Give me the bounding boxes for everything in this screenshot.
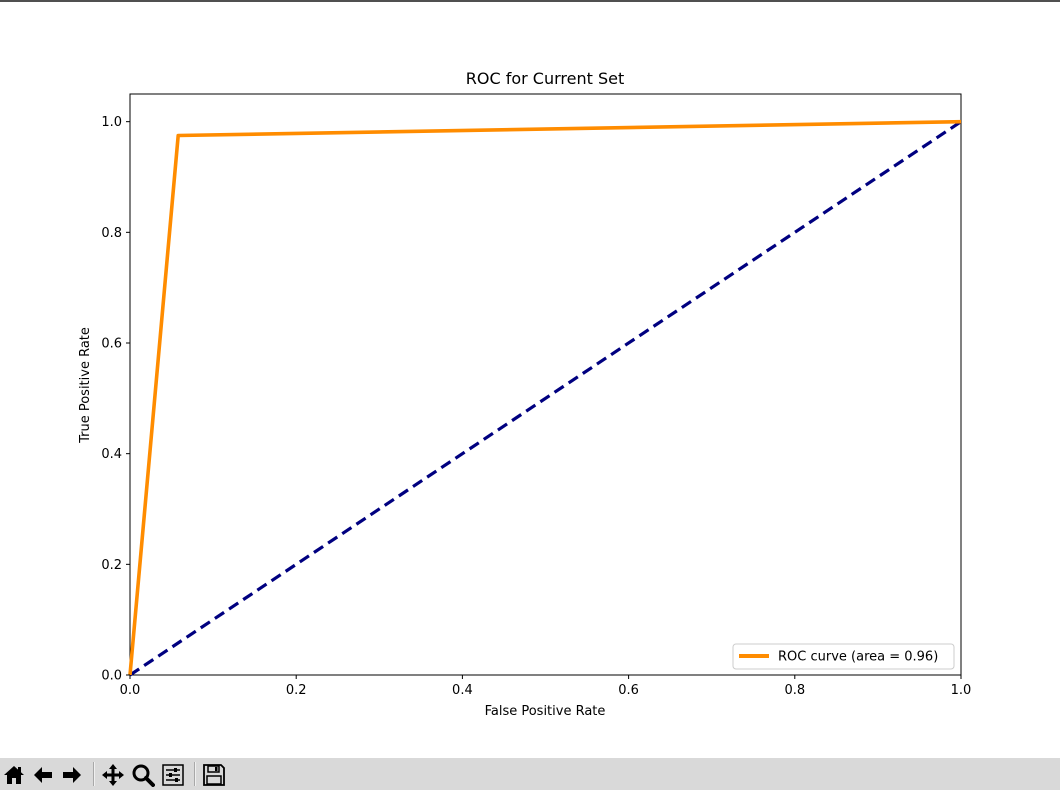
home-button[interactable] — [1, 762, 27, 788]
x-axis-label: False Positive Rate — [485, 704, 606, 719]
toolbar-separator — [194, 762, 196, 786]
chart-title: ROC for Current Set — [466, 69, 625, 88]
legend-frame — [732, 643, 955, 670]
save-button[interactable] — [201, 762, 227, 788]
y-axis-label: True Positive Rate — [78, 327, 93, 444]
navigation-toolbar — [0, 758, 1060, 790]
zoom-button[interactable] — [130, 762, 156, 788]
forward-button[interactable] — [59, 762, 85, 788]
roc-chart: ROC for Current Set 0.0 0.2 0.4 0.6 0.8 1.0 0… — [78, 69, 972, 719]
x-tick-label: 0.2 — [286, 683, 307, 698]
legend-label-roc: ROC curve (area = 0.96) — [778, 650, 938, 665]
y-tick-label: 0.6 — [101, 337, 122, 352]
pan-icon — [102, 764, 124, 786]
toolbar-separator — [93, 762, 95, 786]
configure-subplots-icon — [162, 764, 184, 786]
legend: ROC curve (area = 0.96) — [732, 643, 955, 670]
zoom-icon — [132, 764, 155, 787]
roc-curve-line — [128, 119, 962, 676]
x-tick-label: 0.6 — [618, 683, 639, 698]
x-axis-ticks: 0.0 0.2 0.4 0.6 0.8 1.0 — [120, 675, 972, 698]
plot-frame — [129, 93, 962, 676]
y-axis-ticks: 0.0 0.2 0.4 0.6 0.8 1.0 — [101, 115, 130, 684]
reference-diagonal-line — [129, 120, 962, 677]
x-tick-label: 0.0 — [120, 683, 141, 698]
x-tick-label: 0.8 — [784, 683, 805, 698]
window-top-border — [0, 0, 1060, 2]
x-tick-label: 1.0 — [951, 683, 972, 698]
y-tick-label: 0.2 — [101, 558, 122, 573]
y-tick-label: 0.8 — [101, 226, 122, 241]
y-tick-label: 0.0 — [101, 669, 122, 684]
x-tick-label: 0.4 — [452, 683, 473, 698]
y-tick-label: 0.4 — [101, 447, 122, 462]
y-tick-label: 1.0 — [101, 115, 122, 130]
series-layer — [128, 119, 962, 677]
save-icon — [203, 764, 225, 786]
forward-arrow-icon — [63, 767, 81, 783]
back-button[interactable] — [30, 762, 56, 788]
back-arrow-icon — [34, 767, 52, 783]
figure-canvas[interactable]: ROC for Current Set 0.0 0.2 0.4 0.6 0.8 1.0 0… — [0, 2, 1060, 758]
pan-button[interactable] — [100, 762, 126, 788]
home-icon — [4, 766, 24, 784]
configure-subplots-button[interactable] — [160, 762, 186, 788]
